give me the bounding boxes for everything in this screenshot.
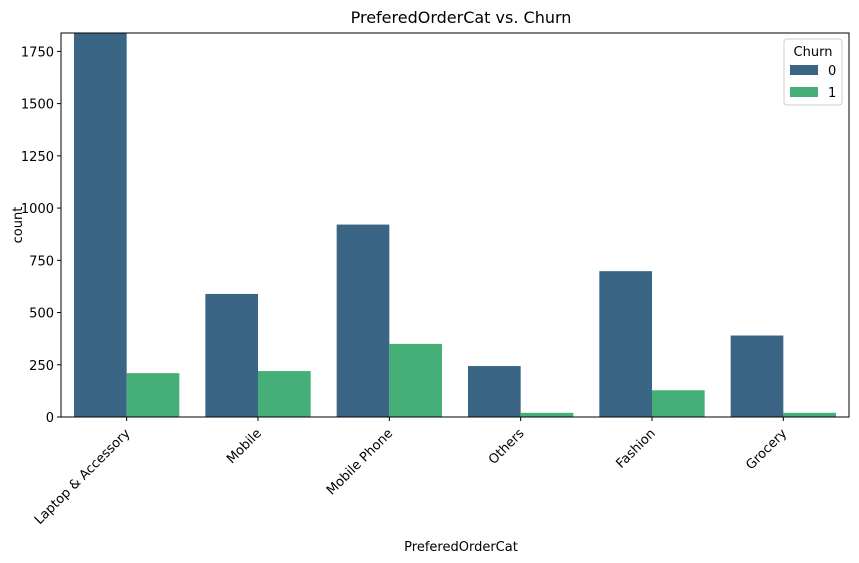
chart-title: PreferedOrderCat vs. Churn [351, 8, 572, 27]
bar-0-1 [205, 293, 258, 417]
plot-frame [60, 32, 850, 418]
x-tick-label: Grocery [743, 426, 790, 473]
legend: Churn 01 [783, 38, 843, 106]
legend-label-1: 1 [828, 86, 836, 101]
x-tick-label: Fashion [614, 426, 659, 471]
bar-0-4 [599, 271, 652, 417]
bar-0-0 [74, 32, 127, 417]
x-tick-label: Others [486, 426, 528, 468]
bars [74, 32, 836, 417]
bar-0-2 [336, 224, 390, 417]
y-tick-label: 250 [29, 359, 54, 374]
bar-1-4 [652, 390, 705, 417]
bar-1-0 [126, 373, 180, 417]
y-tick-label: 1750 [21, 45, 54, 60]
bar-1-3 [520, 412, 574, 417]
y-tick-label: 1000 [21, 202, 54, 217]
y-tick-label: 1500 [21, 98, 54, 113]
bar-1-5 [783, 412, 836, 417]
y-tick-label: 500 [29, 307, 54, 322]
y-tick-label: 750 [29, 254, 54, 269]
y-tick-label: 1250 [21, 150, 54, 165]
bar-0-5 [730, 335, 784, 417]
y-axis-label: count [11, 207, 26, 244]
plot-area: 0 250 500 750 1000 1250 1500 1750 Laptop & Acce… [21, 32, 850, 528]
legend-label-0: 0 [828, 64, 836, 79]
bar-1-1 [258, 371, 311, 417]
y-axis-ticks: 0 250 500 750 1000 1250 1500 1750 [21, 45, 61, 426]
y-tick-label: 0 [46, 411, 54, 426]
x-axis-label: PreferedOrderCat [404, 540, 518, 555]
legend-swatch-0 [790, 65, 818, 75]
bar-0-3 [468, 366, 521, 417]
x-tick-label: Mobile [224, 426, 265, 467]
legend-title: Churn [794, 45, 833, 60]
x-tick-label: Mobile Phone [324, 426, 396, 498]
legend-items: 01 [790, 64, 836, 101]
bar-1-2 [389, 343, 442, 417]
x-tick-label: Laptop & Accessory [32, 426, 134, 528]
x-axis-ticks: Laptop & Accessory Mobile Mobile Phone Othe… [32, 417, 790, 528]
legend-swatch-1 [790, 87, 818, 97]
